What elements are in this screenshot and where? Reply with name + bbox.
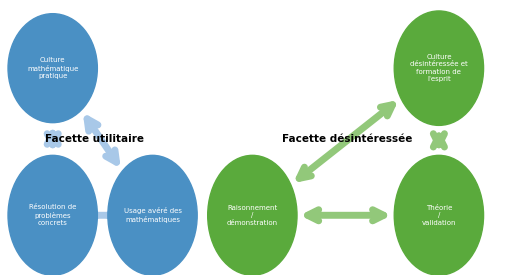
Ellipse shape: [394, 155, 484, 275]
Ellipse shape: [8, 155, 97, 275]
Text: Résolution de
problèmes
concrets: Résolution de problèmes concrets: [29, 204, 76, 227]
Text: Culture
désintéressée et
formation de
l'esprit: Culture désintéressée et formation de l'…: [410, 54, 468, 82]
Text: Facette désintéressée: Facette désintéressée: [282, 134, 412, 144]
Ellipse shape: [394, 11, 484, 125]
Ellipse shape: [208, 155, 297, 275]
Text: Théorie
/
validation: Théorie / validation: [422, 205, 456, 226]
Text: Raisonnement
/
démonstration: Raisonnement / démonstration: [227, 205, 278, 226]
Text: Facette utilitaire: Facette utilitaire: [45, 134, 144, 144]
Text: Culture
mathématique
pratique: Culture mathématique pratique: [27, 57, 79, 79]
Text: Usage avéré des
mathématiques: Usage avéré des mathématiques: [124, 207, 182, 223]
Ellipse shape: [108, 155, 197, 275]
Ellipse shape: [8, 14, 97, 123]
